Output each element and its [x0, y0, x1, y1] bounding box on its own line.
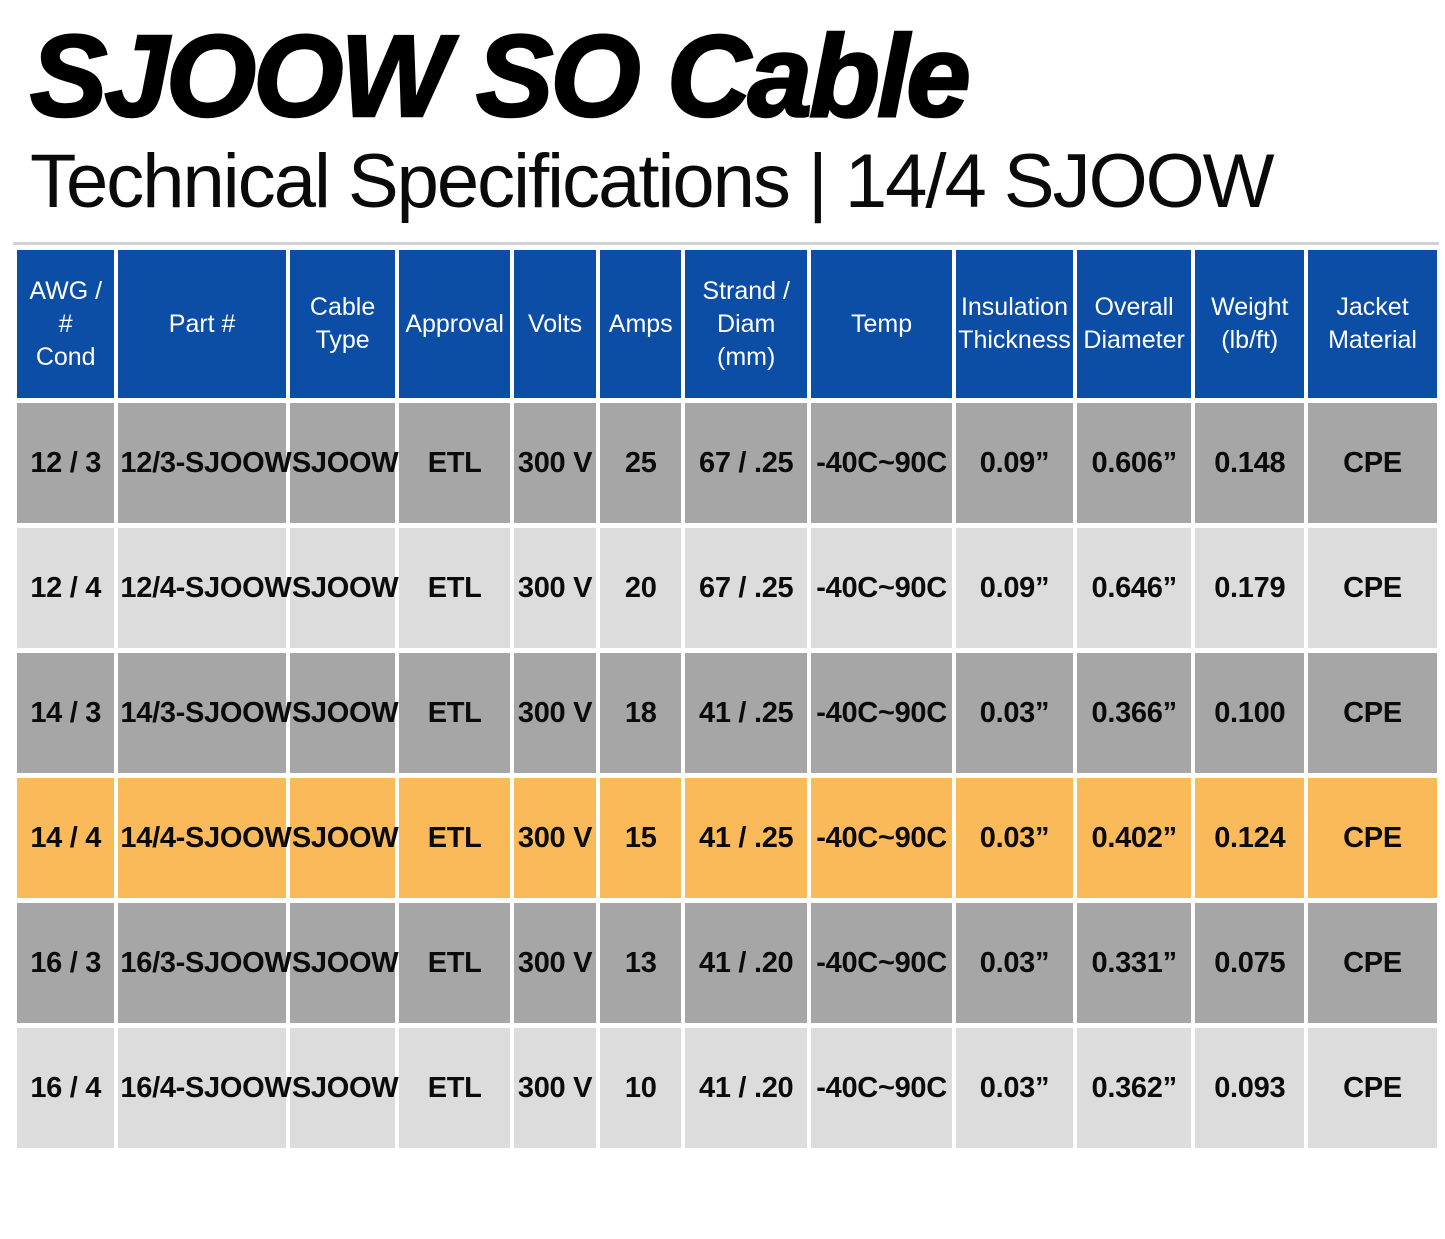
cell-insulation: 0.03”	[956, 653, 1073, 773]
cell-approval: ETL	[399, 1028, 510, 1148]
cell-volts: 300 V	[513, 778, 597, 898]
table-row: 12 / 3 12/3-SJOOW SJOOW ETL 300 V 25 67 / .25-…	[17, 403, 1437, 523]
spec-table-wrap: AWG / # Cond Part # Cable Type Approval Volt…	[13, 242, 1439, 1153]
cell-temp: -40C~90C	[811, 403, 953, 523]
header-cell-jacket: Jacket Material	[1308, 250, 1437, 398]
cell-weight: 0.179	[1195, 528, 1305, 648]
cell-awg: 14 / 4	[17, 778, 115, 898]
cell-diameter: 0.362”	[1076, 1028, 1192, 1148]
cell-volts: 300 V	[513, 903, 597, 1023]
cell-cable-type: SJOOW	[289, 528, 399, 648]
cell-jacket: CPE	[1308, 778, 1437, 898]
cell-weight: 0.075	[1195, 903, 1305, 1023]
cell-temp: -40C~90C	[811, 778, 953, 898]
table-row-highlighted: 14 / 4 14/4-SJOOW SJOOW ETL 300 V 15 41 / .25-…	[17, 778, 1437, 898]
header-cell-weight: Weight (lb/ft)	[1195, 250, 1305, 398]
cell-weight: 0.124	[1195, 778, 1305, 898]
cell-insulation: 0.03”	[956, 1028, 1073, 1148]
cell-part: 12/4-SJOOW	[118, 528, 292, 648]
cell-part: 16/3-SJOOW	[118, 903, 292, 1023]
header-cell-volts: Volts	[513, 250, 597, 398]
cell-volts: 300 V	[513, 1028, 597, 1148]
cell-amps: 10	[600, 1028, 682, 1148]
spec-table: AWG / # Cond Part # Cable Type Approval Volt…	[13, 245, 1441, 1153]
cell-part: 14/4-SJOOW	[118, 778, 292, 898]
cell-approval: ETL	[399, 778, 510, 898]
cell-part: 12/3-SJOOW	[118, 403, 292, 523]
cell-jacket: CPE	[1308, 653, 1437, 773]
cell-diameter: 0.646”	[1076, 528, 1192, 648]
cell-temp: -40C~90C	[811, 528, 953, 648]
cell-awg: 14 / 3	[17, 653, 115, 773]
header-cell-diameter: Overall Diameter	[1076, 250, 1192, 398]
header-cell-amps: Amps	[600, 250, 682, 398]
cell-insulation: 0.03”	[956, 778, 1073, 898]
header-cell-awg: AWG / # Cond	[17, 250, 115, 398]
spec-table-header-row: AWG / # Cond Part # Cable Type Approval Volt…	[17, 250, 1437, 398]
cell-awg: 16 / 3	[17, 903, 115, 1023]
cell-awg: 16 / 4	[17, 1028, 115, 1148]
cell-amps: 25	[600, 403, 682, 523]
cell-diameter: 0.366”	[1076, 653, 1192, 773]
cell-strand: 41 / .25	[685, 653, 808, 773]
cell-part: 16/4-SJOOW	[118, 1028, 292, 1148]
cell-strand: 67 / .25	[685, 528, 808, 648]
cell-temp: -40C~90C	[811, 1028, 953, 1148]
table-row: 12 / 4 12/4-SJOOW SJOOW ETL 300 V 20 67 / .25-…	[17, 528, 1437, 648]
cell-approval: ETL	[399, 403, 510, 523]
cell-jacket: CPE	[1308, 903, 1437, 1023]
table-row: 14 / 3 14/3-SJOOW SJOOW ETL 300 V 18 41 / .25-…	[17, 653, 1437, 773]
cell-jacket: CPE	[1308, 403, 1437, 523]
cell-jacket: CPE	[1308, 1028, 1437, 1148]
cell-temp: -40C~90C	[811, 653, 953, 773]
cell-volts: 300 V	[513, 528, 597, 648]
masthead: SJOOW SO Cable Technical Specifications …	[0, 0, 1445, 220]
cell-part: 14/3-SJOOW	[118, 653, 292, 773]
cell-cable-type: SJOOW	[289, 903, 399, 1023]
cell-strand: 41 / .25	[685, 778, 808, 898]
header-cell-approval: Approval	[399, 250, 510, 398]
header-cell-cable-type: Cable Type	[289, 250, 396, 398]
cell-volts: 300 V	[513, 403, 597, 523]
cell-insulation: 0.03”	[956, 903, 1073, 1023]
cell-insulation: 0.09”	[956, 528, 1073, 648]
cell-approval: ETL	[399, 653, 510, 773]
cell-amps: 18	[600, 653, 682, 773]
page-title: SJOOW SO Cable	[29, 11, 972, 141]
header-cell-insulation: Insulation Thickness	[956, 250, 1073, 398]
cell-weight: 0.093	[1195, 1028, 1305, 1148]
cell-awg: 12 / 4	[17, 528, 115, 648]
table-row: 16 / 3 16/3-SJOOW SJOOW ETL 300 V 13 41 / .20-…	[17, 903, 1437, 1023]
cell-strand: 67 / .25	[685, 403, 808, 523]
cell-jacket: CPE	[1308, 528, 1437, 648]
cell-awg: 12 / 3	[17, 403, 115, 523]
cell-diameter: 0.606”	[1076, 403, 1192, 523]
cell-strand: 41 / .20	[685, 903, 808, 1023]
cell-approval: ETL	[399, 528, 510, 648]
cell-cable-type: SJOOW	[289, 778, 399, 898]
cell-temp: -40C~90C	[811, 903, 953, 1023]
cell-weight: 0.148	[1195, 403, 1305, 523]
header-cell-part: Part #	[118, 250, 286, 398]
header-cell-strand: Strand / Diam (mm)	[685, 250, 808, 398]
cell-amps: 13	[600, 903, 682, 1023]
cell-amps: 20	[600, 528, 682, 648]
cell-cable-type: SJOOW	[289, 403, 399, 523]
cell-approval: ETL	[399, 903, 510, 1023]
table-row: 16 / 4 16/4-SJOOW SJOOW ETL 300 V 10 41 / .20-…	[17, 1028, 1437, 1148]
cell-cable-type: SJOOW	[289, 653, 399, 773]
cell-amps: 15	[600, 778, 682, 898]
cell-insulation: 0.09”	[956, 403, 1073, 523]
cell-diameter: 0.402”	[1076, 778, 1192, 898]
cell-cable-type: SJOOW	[289, 1028, 399, 1148]
header-cell-temp: Temp	[811, 250, 953, 398]
cell-strand: 41 / .20	[685, 1028, 808, 1148]
cell-diameter: 0.331”	[1076, 903, 1192, 1023]
cell-volts: 300 V	[513, 653, 597, 773]
cell-weight: 0.100	[1195, 653, 1305, 773]
page-subtitle: Technical Specifications | 14/4 SJOOW	[30, 139, 1275, 224]
